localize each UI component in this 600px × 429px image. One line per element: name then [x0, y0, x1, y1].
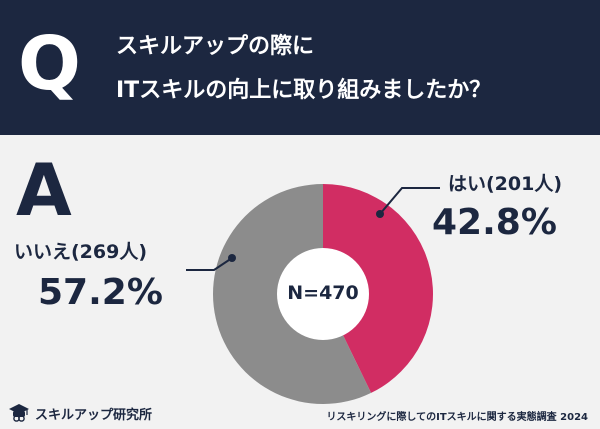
survey-source: リスキリングに際してのITスキルに関する実態調査 2024 [326, 412, 588, 423]
donut-slice-yes [323, 184, 433, 393]
graduation-cap-icon [9, 404, 29, 422]
slice-percent-yes: 42.8% [432, 202, 557, 243]
question-line-2: ITスキルの向上に取り組みましたか？ [116, 78, 492, 103]
answer-badge: A [16, 148, 72, 232]
question-line-1: スキルアップの際に [116, 34, 315, 59]
slice-label-no: いいえ(269人) [14, 241, 148, 263]
leader-lines [186, 187, 440, 271]
brand-name: スキルアップ研究所 [35, 407, 153, 423]
leader-line-no-dot [228, 254, 236, 262]
leader-line-no [186, 257, 233, 271]
question-band: Q スキルアップの際に ITスキルの向上に取り組みましたか？ [0, 0, 600, 135]
footer-brand: スキルアップ研究所 [8, 402, 152, 424]
donut-hole [277, 248, 369, 340]
slice-label-yes: はい(201人) [448, 173, 563, 195]
leader-line-yes-dot [376, 210, 384, 218]
leader-line-yes [379, 187, 440, 215]
slice-percent-no: 57.2% [38, 272, 163, 313]
sample-size-label: N=470 [287, 282, 359, 304]
question-badge: Q [18, 21, 81, 107]
